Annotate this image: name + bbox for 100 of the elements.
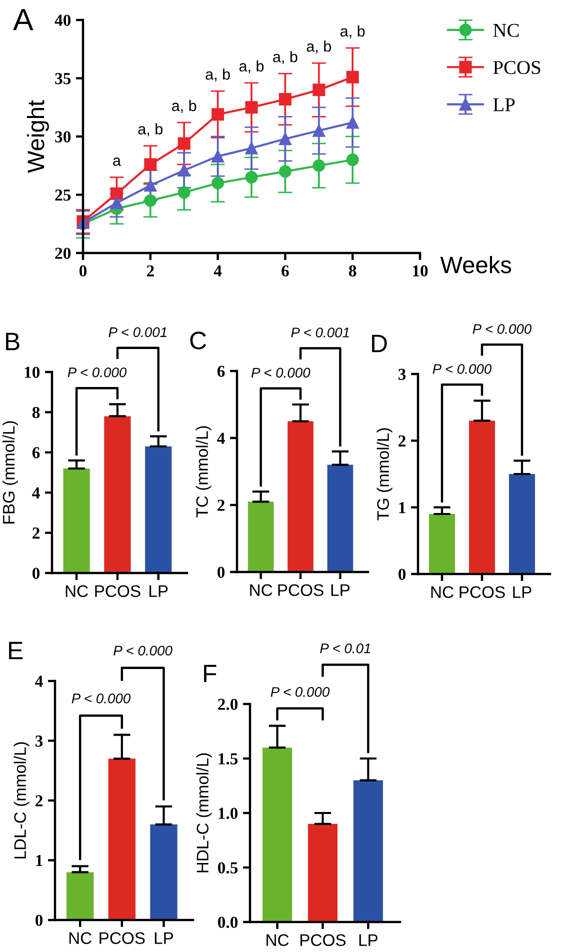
bar	[108, 758, 136, 920]
annotation: a, b	[273, 51, 298, 64]
point	[212, 176, 224, 190]
y-tick-label: 2.0	[218, 698, 238, 710]
text: P < 0.000	[432, 364, 492, 374]
bar	[469, 420, 495, 574]
point	[278, 165, 292, 178]
y-tick-label: 0.5	[218, 862, 238, 874]
x-tick-label: LP	[513, 586, 532, 598]
y-axis-title: HDL-C (mmol/L)	[196, 753, 212, 872]
y-tick-label: 10	[24, 366, 40, 378]
y-axis-title: TG (mmol/L)	[376, 428, 392, 520]
y-tick-label: 0	[217, 566, 225, 578]
x-axis-title: Weeks	[440, 256, 512, 274]
bar	[63, 468, 90, 573]
point	[245, 101, 258, 114]
bar	[145, 446, 172, 573]
annotation: P < 0.000	[251, 368, 310, 378]
bar	[327, 464, 354, 572]
chart-title: F	[204, 664, 216, 682]
point	[212, 108, 224, 121]
y-tick-label: 4	[32, 487, 40, 498]
chart-title: E	[9, 642, 23, 660]
x-tick-label: LP	[359, 934, 378, 946]
y-tick-label: 0	[32, 568, 40, 579]
x-tick-label: NC	[431, 586, 454, 598]
y-tick-label: 35	[55, 72, 71, 84]
annotation: a, b	[306, 40, 331, 54]
point	[212, 150, 224, 163]
y-tick-label: 2	[218, 500, 224, 511]
annotation: a, b	[239, 60, 264, 74]
bar	[353, 780, 383, 922]
y-tick-label: 4	[217, 432, 225, 444]
y-tick-label: 2	[398, 435, 406, 446]
point	[245, 142, 258, 154]
y-tick-label: 2	[36, 795, 42, 806]
chart-title: B	[6, 332, 20, 350]
annotation: a	[113, 158, 121, 166]
point	[245, 171, 258, 184]
point	[278, 132, 292, 146]
y-tick-label: 20	[55, 248, 71, 259]
y-tick-label: 4	[35, 676, 43, 687]
legend-label: LP	[493, 98, 515, 112]
y-axis-title: LDL-C (mmol/L)	[14, 742, 30, 858]
point	[312, 159, 326, 172]
x-tick-label: 2	[146, 265, 154, 276]
bar	[509, 474, 535, 574]
annotation: P < 0.000	[68, 367, 127, 378]
y-tick-label: 1.0	[218, 808, 238, 820]
point	[178, 137, 190, 150]
x-tick-label: PCOS	[100, 932, 145, 944]
y-tick-label: 40	[54, 14, 71, 26]
point	[110, 187, 123, 200]
y-tick-label: 1	[36, 855, 42, 866]
point	[278, 92, 292, 106]
chart-title: C	[190, 332, 206, 350]
point	[144, 158, 157, 171]
y-axis-title: Weight	[26, 100, 49, 173]
x-tick-label: LP	[331, 584, 350, 596]
point	[346, 116, 359, 129]
bar	[104, 416, 131, 573]
text: P < 0.001	[108, 327, 166, 338]
y-tick-label: 0	[398, 568, 406, 580]
y-tick-label: 1.5	[218, 753, 238, 765]
text: P < 0.01	[320, 643, 370, 654]
y-tick-label: 0.0	[218, 916, 238, 928]
y-tick-label: 25	[55, 189, 71, 201]
text: P < 0.001	[291, 328, 349, 338]
legend-label: PCOS	[493, 61, 540, 74]
annotation: a, b	[172, 100, 196, 113]
y-tick-label: 8	[32, 406, 40, 418]
point	[178, 164, 190, 177]
point	[346, 70, 359, 84]
x-tick-label: 0	[79, 265, 87, 277]
bar	[150, 824, 178, 920]
text: P < 0.000	[114, 646, 172, 656]
bar	[288, 421, 314, 572]
bar	[262, 748, 292, 922]
point	[144, 179, 157, 192]
y-axis-title: FBG (mmol/L)	[2, 421, 18, 524]
x-tick-label: PCOS	[95, 585, 140, 598]
y-tick-label: 30	[55, 131, 71, 142]
text: P < 0.000	[270, 687, 330, 697]
y-axis-title: TC (mmol/L)	[196, 426, 212, 518]
bar	[66, 872, 94, 920]
y-tick-label: 3	[35, 735, 43, 747]
x-tick-label: PCOS	[278, 584, 324, 596]
chart-title: A	[13, 9, 34, 30]
text: P < 0.000	[472, 324, 532, 334]
x-tick-label: NC	[250, 584, 272, 596]
point	[346, 154, 359, 166]
bar	[248, 502, 274, 572]
annotation: P < 0.000	[72, 694, 131, 704]
y-tick-label: 2	[32, 528, 40, 539]
annotation: a, b	[206, 68, 230, 82]
x-tick-label: LP	[154, 932, 174, 944]
x-tick-label: LP	[150, 585, 168, 597]
chart-title: D	[372, 334, 387, 352]
y-tick-label: 1	[399, 502, 406, 514]
annotation: a, b	[138, 123, 162, 136]
